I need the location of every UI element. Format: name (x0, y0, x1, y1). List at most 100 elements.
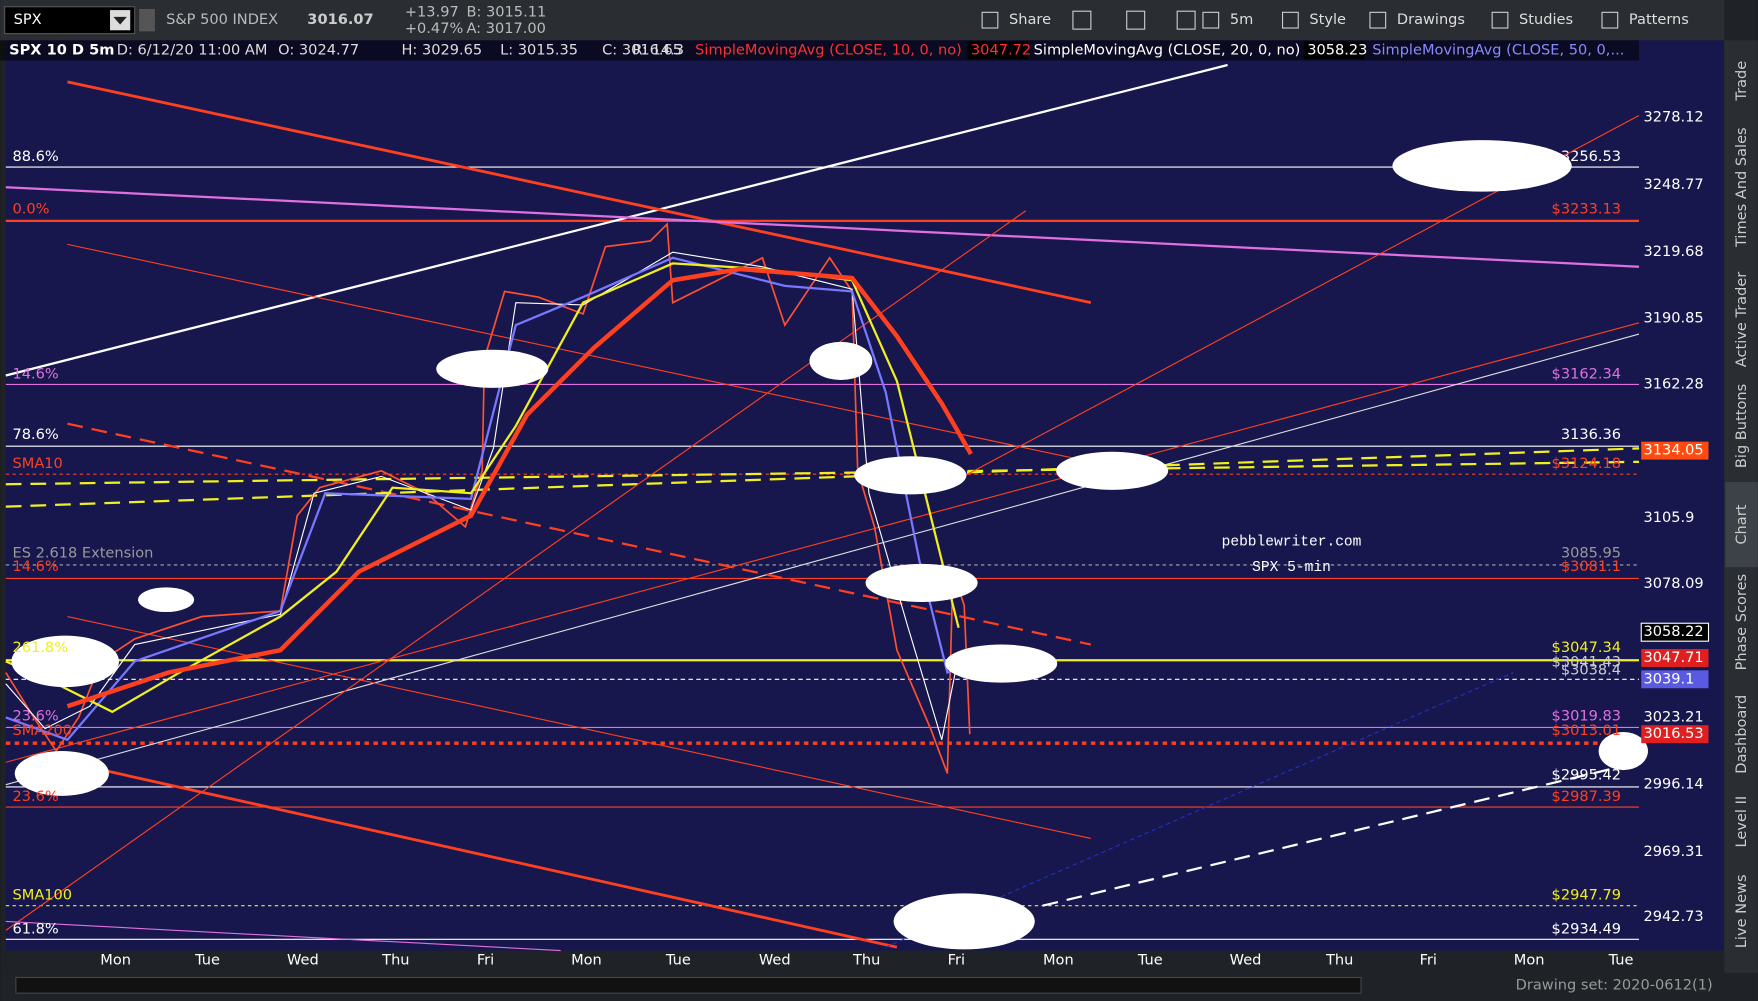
level-price-label: $3233.13 (1552, 201, 1622, 218)
price-tick-label: 2942.73 (1643, 908, 1703, 925)
toolbar-button-label[interactable]: Patterns (1629, 11, 1689, 28)
price-badge (1641, 441, 1709, 460)
highlight (14, 751, 109, 796)
sma50-line (5, 262, 960, 714)
toolbar-button-label[interactable]: Drawings (1397, 11, 1465, 28)
button-icon (1281, 11, 1299, 29)
link-icon[interactable] (139, 8, 155, 32)
highlight (893, 893, 1035, 950)
trend-line (5, 920, 561, 952)
side-tab[interactable]: Trade (1733, 61, 1750, 102)
toolbar-button[interactable] (1485, 4, 1587, 36)
level-label: 23.6% (13, 788, 59, 805)
button-icon (1601, 11, 1619, 29)
button-icon (981, 11, 999, 29)
toolbar-button-label[interactable]: Studies (1519, 11, 1573, 28)
level-price-label: $2995.42 (1552, 767, 1622, 784)
level-price-label: $2987.39 (1552, 788, 1622, 805)
price-badge (1641, 670, 1709, 689)
study-name: SimpleMovingAvg (CLOSE, 20, 0, no) (1034, 41, 1301, 58)
price-tick-label: 3248.77 (1643, 176, 1703, 193)
side-tab[interactable]: Level II (1733, 796, 1750, 848)
price-tick-label: 3016.53 (1643, 725, 1703, 742)
button-icon (1369, 11, 1387, 29)
time-tick-label: Fri (948, 952, 965, 969)
bid: B: 3015.11 (466, 3, 546, 20)
info-bar (0, 40, 1639, 61)
time-tick-label: Mon (100, 952, 131, 969)
price-badge (1640, 622, 1710, 642)
toolbar-button-label[interactable]: 5m (1230, 11, 1253, 28)
dropdown-arrow (113, 16, 127, 25)
price-tick-label: 3278.12 (1643, 109, 1703, 126)
side-tab[interactable]: Big Buttons (1733, 384, 1750, 468)
tool-icon[interactable] (1176, 10, 1196, 30)
instrument-name: S&P 500 INDEX (166, 11, 278, 28)
side-tab[interactable]: Active Trader (1733, 272, 1750, 368)
price-tick-label: 3058.22 (1643, 623, 1703, 640)
highlight (11, 635, 120, 688)
price-tick-label: 3078.09 (1643, 575, 1703, 592)
toolbar-button[interactable] (1595, 4, 1697, 36)
price-tick-label: 3162.28 (1643, 375, 1703, 392)
highlight (865, 563, 978, 602)
price-line (5, 222, 971, 774)
trend-line (5, 322, 1640, 763)
drawing-set: Drawing set: 2020-0612(1) (1516, 976, 1713, 993)
side-tab[interactable]: Dashboard (1733, 695, 1750, 774)
level-price-label: $3162.34 (1552, 365, 1622, 382)
tool-icon[interactable] (1126, 10, 1146, 30)
study-value-bg (1303, 41, 1365, 60)
level-price-label: $2934.49 (1552, 920, 1622, 937)
time-tick-label: Thu (1325, 952, 1353, 969)
level-label: ES 2.618 Extension (13, 545, 154, 562)
change-pct: +0.47% (405, 20, 464, 37)
price-badge (1641, 649, 1709, 667)
info-field: L: 3015.35 (500, 41, 578, 58)
toolbar-button-label[interactable]: Share (1009, 11, 1051, 28)
toolbar-button[interactable] (1363, 4, 1476, 36)
info-field: D: 6/12/20 11:00 AM (117, 41, 268, 58)
trend-line (5, 186, 1640, 268)
level-price-label: $3038.4 (1561, 661, 1621, 678)
side-tab[interactable]: Chart (1733, 504, 1750, 544)
level-label: 14.6% (13, 365, 59, 382)
level-price-label: $3047.34 (1552, 639, 1622, 656)
ask: A: 3017.00 (466, 20, 545, 37)
level-price-label: 3085.95 (1561, 545, 1621, 562)
time-tick-label: Mon (571, 952, 602, 969)
level-price-label: $3041.43 (1552, 653, 1622, 670)
trend-line (67, 243, 1091, 463)
toolbar-button[interactable] (975, 4, 1077, 36)
time-tick-label: Wed (759, 952, 791, 969)
toolbar-button[interactable] (1275, 4, 1377, 36)
last-price: 3016.07 (307, 11, 373, 28)
plot-area (5, 40, 1639, 951)
time-tick-label: Tue (665, 952, 691, 969)
time-tick-label: Thu (381, 952, 409, 969)
trend-line (5, 63, 1228, 377)
side-tab[interactable]: Live News (1733, 874, 1750, 948)
highlight (1392, 140, 1572, 192)
drawings (5, 63, 1648, 952)
time-tick-label: Tue (1137, 952, 1163, 969)
button-icon (1202, 11, 1220, 29)
side-tab[interactable]: Phase Scores (1733, 574, 1750, 670)
trend-line (5, 447, 1640, 508)
level-label: 261.8% (13, 639, 69, 656)
trend-line (67, 615, 1091, 840)
symbol: SPX (14, 11, 42, 28)
price-tick-label: 3039.1 (1643, 670, 1694, 687)
level-label: 0.0% (13, 201, 50, 218)
study-value: 3058.23 (1307, 41, 1367, 58)
change: +13.97 (405, 3, 459, 20)
price-tick-label: 3047.71 (1643, 649, 1703, 666)
button-icon (1491, 11, 1509, 29)
info-field: H: 3029.65 (401, 41, 482, 58)
sma200-line (66, 266, 973, 709)
trend-line (67, 760, 898, 949)
scrollbar[interactable] (15, 976, 1362, 994)
tool-icon[interactable] (1072, 10, 1092, 30)
toolbar-button-label[interactable]: Style (1309, 11, 1346, 28)
side-tab[interactable]: Times And Sales (1733, 127, 1750, 248)
